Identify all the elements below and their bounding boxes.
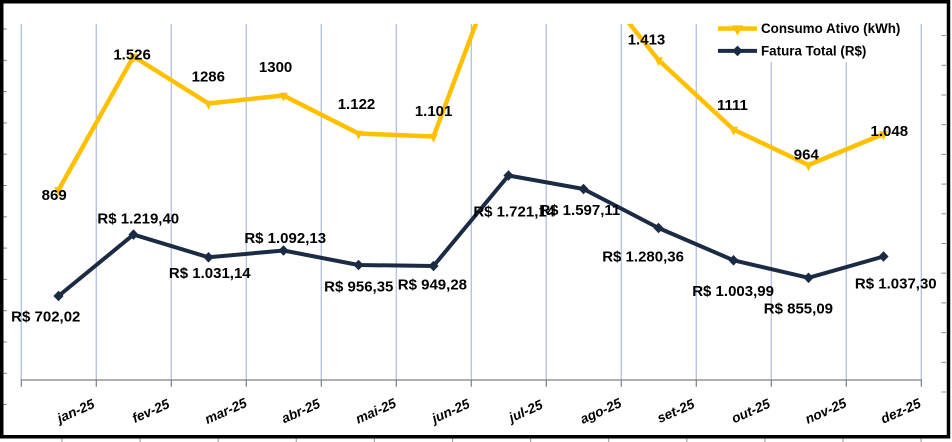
svg-text:R$ 1.280,36: R$ 1.280,36 xyxy=(602,249,684,266)
svg-text:R$ 1.597,11: R$ 1.597,11 xyxy=(539,202,620,219)
svg-text:abr-25: abr-25 xyxy=(279,396,323,426)
svg-text:R$ 1.031,14: R$ 1.031,14 xyxy=(169,265,251,282)
svg-text:1.526: 1.526 xyxy=(113,47,151,64)
svg-text:jan-25: jan-25 xyxy=(53,396,97,427)
svg-text:1286: 1286 xyxy=(192,69,225,86)
svg-text:R$ 1.721,14: R$ 1.721,14 xyxy=(473,204,555,221)
svg-text:Fatura Total (R$): Fatura Total (R$) xyxy=(761,43,866,58)
svg-text:R$ 855,09: R$ 855,09 xyxy=(764,300,833,317)
svg-text:1300: 1300 xyxy=(259,59,292,76)
svg-text:dez-25: dez-25 xyxy=(879,395,924,426)
svg-text:jun-25: jun-25 xyxy=(428,396,473,427)
svg-text:Consumo Ativo (kWh): Consumo Ativo (kWh) xyxy=(761,21,900,36)
svg-text:1.101: 1.101 xyxy=(415,103,453,120)
svg-text:mar-25: mar-25 xyxy=(203,395,250,427)
svg-text:R$ 949,28: R$ 949,28 xyxy=(398,277,467,294)
svg-text:fev-25: fev-25 xyxy=(130,396,172,426)
svg-text:set-25: set-25 xyxy=(655,396,697,426)
svg-text:1.413: 1.413 xyxy=(628,31,666,48)
svg-text:R$ 702,02: R$ 702,02 xyxy=(11,308,80,325)
svg-text:ago-25: ago-25 xyxy=(578,395,624,427)
svg-text:R$ 956,35: R$ 956,35 xyxy=(324,278,393,295)
svg-text:1.122: 1.122 xyxy=(338,96,376,113)
svg-text:869: 869 xyxy=(42,187,67,204)
svg-text:R$ 1.092,13: R$ 1.092,13 xyxy=(244,230,326,247)
svg-text:mai-25: mai-25 xyxy=(353,395,399,426)
svg-text:jul-25: jul-25 xyxy=(505,397,546,426)
svg-text:R$ 1.003,99: R$ 1.003,99 xyxy=(692,283,774,300)
svg-text:1111: 1111 xyxy=(717,97,748,114)
svg-text:R$ 1.219,40: R$ 1.219,40 xyxy=(97,211,179,228)
svg-text:1.048: 1.048 xyxy=(871,123,909,140)
svg-text:nov-25: nov-25 xyxy=(803,395,849,427)
svg-text:964: 964 xyxy=(794,146,820,163)
svg-text:out-25: out-25 xyxy=(729,396,773,426)
svg-text:R$ 1.037,30: R$ 1.037,30 xyxy=(855,276,937,293)
